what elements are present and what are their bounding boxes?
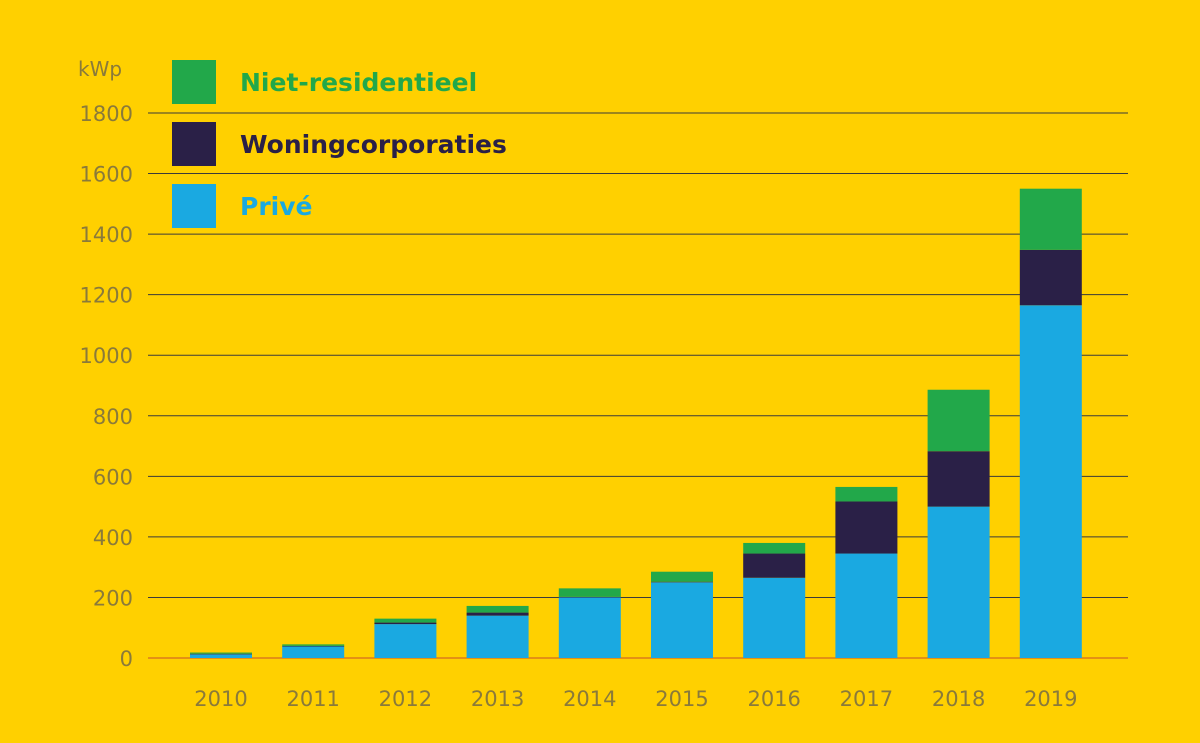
legend-swatch [172,184,216,228]
bar-segment-priv--2019 [1019,305,1082,658]
bar-segment-priv--2015 [651,582,713,658]
legend-swatch [172,60,216,104]
x-tick-label: 2018 [932,687,985,711]
bar-segment-priv--2016 [743,577,806,658]
bar-segment-priv--2013 [466,615,529,658]
legend-label: Woningcorporaties [240,130,507,159]
y-tick-label: 1200 [80,284,133,308]
bar-segment-woningcorporaties-2017 [835,501,898,554]
bar-segment-woningcorporaties-2013 [466,612,529,616]
y-axis-unit-label: kWp [78,57,122,81]
x-tick-label: 2017 [840,687,893,711]
legend-label: Privé [240,192,312,221]
y-tick-label: 1800 [80,102,133,126]
x-tick-label: 2016 [747,687,800,711]
y-tick-label: 800 [93,405,133,429]
gridlines [148,112,1128,659]
x-tick-label: 2013 [471,687,524,711]
legend-label: Niet-residentieel [240,68,477,97]
bar-segment-niet-residentieel-2019 [1019,188,1082,250]
bar-segment-woningcorporaties-2012 [374,622,437,625]
bar-segment-woningcorporaties-2010 [190,653,252,655]
y-tick-label: 200 [93,586,133,610]
bar-segment-priv--2014 [558,597,621,658]
bar-segment-niet-residentieel-2013 [466,605,529,613]
x-tick-label: 2019 [1024,687,1077,711]
y-tick-label: 1600 [80,163,133,187]
x-axis-ticks: 2010 2011 2012 2013 2014 2015 2016 2017 2018 2019 [194,687,1077,711]
y-axis-ticks: 0 200 400 600 800 1000 1200 1400 1600 1800 [80,102,133,671]
bar-segment-woningcorporaties-2019 [1019,249,1082,306]
bar-segment-niet-residentieel-2018 [927,389,990,452]
bar-segment-niet-residentieel-2010 [190,652,252,654]
bar-segment-priv--2018 [927,506,990,658]
bar-segment-priv--2011 [282,646,345,658]
y-tick-label: 1000 [80,344,133,368]
y-tick-label: 0 [120,647,133,671]
x-tick-label: 2014 [563,687,616,711]
bar-segment-niet-residentieel-2014 [558,588,621,597]
bar-segment-woningcorporaties-2018 [927,451,990,507]
y-tick-label: 400 [93,526,133,550]
bars [190,188,1082,658]
legend-swatch [172,122,216,166]
bar-segment-priv--2012 [374,624,437,658]
bar-segment-niet-residentieel-2011 [282,644,345,646]
x-tick-label: 2011 [286,687,339,711]
bar-segment-woningcorporaties-2015 [651,581,713,583]
x-tick-label: 2010 [194,687,247,711]
bar-segment-niet-residentieel-2017 [835,486,898,502]
y-tick-label: 600 [93,465,133,489]
bar-segment-woningcorporaties-2014 [558,596,621,598]
bar-segment-niet-residentieel-2012 [374,618,437,623]
bar-segment-niet-residentieel-2015 [651,571,713,582]
bar-segment-priv--2010 [190,654,252,658]
bar-segment-niet-residentieel-2016 [743,542,806,554]
bar-segment-woningcorporaties-2011 [282,645,345,647]
y-tick-label: 1400 [80,223,133,247]
x-tick-label: 2015 [655,687,708,711]
x-tick-label: 2012 [379,687,432,711]
bar-segment-woningcorporaties-2016 [743,553,806,578]
bar-segment-priv--2017 [835,553,898,658]
legend: Niet-residentieel Woningcorporaties Privé [172,60,507,228]
